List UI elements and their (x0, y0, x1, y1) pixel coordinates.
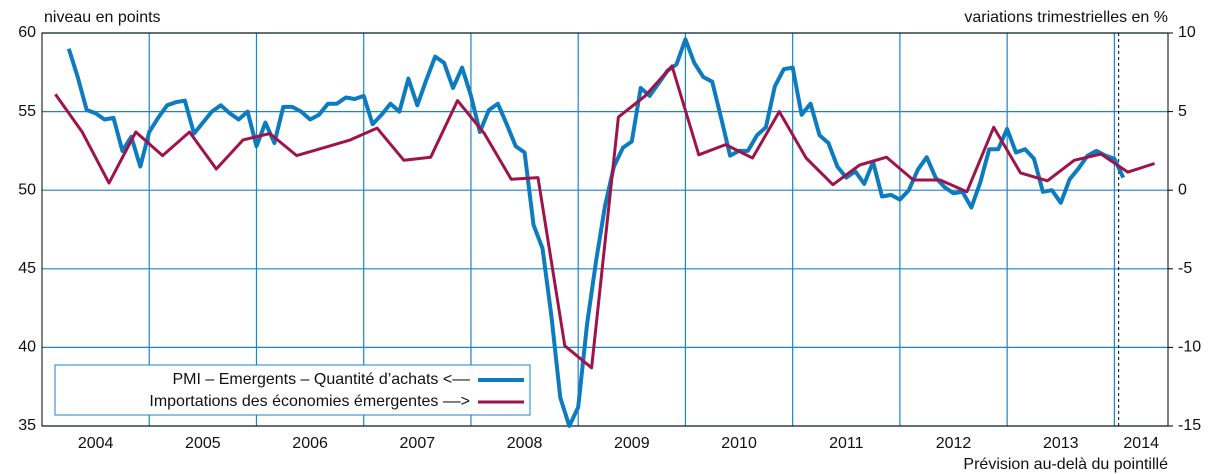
y2-tick-label: 10 (1178, 24, 1196, 41)
legend-label: PMI – Emergents – Quantité d’achats <–– (173, 371, 471, 388)
y2-tick-label: -15 (1178, 417, 1201, 434)
x-tick-label: 2014 (1123, 435, 1159, 452)
x-tick-label: 2011 (829, 435, 864, 452)
x-tick-label: 2005 (185, 435, 221, 452)
y-tick-label: 35 (18, 417, 36, 434)
legend-box (54, 364, 531, 416)
annotation: Prévision au-delà du pointillé (963, 456, 1168, 473)
legend-label: Importations des économies émergentes ––… (149, 393, 470, 410)
y-tick-label: 55 (18, 103, 36, 120)
x-tick-label: 2004 (78, 435, 114, 452)
x-tick-label: 2009 (614, 435, 650, 452)
plot-frame (41, 32, 1169, 427)
y-tick-label: 40 (18, 339, 36, 356)
x-tick-label: 2012 (936, 435, 972, 452)
y-axis-label: niveau en points (44, 9, 161, 26)
y-tick-label: 50 (18, 181, 36, 198)
x-tick-label: 2007 (400, 435, 436, 452)
x-tick-label: 2006 (292, 435, 328, 452)
x-tick-label: 2008 (507, 435, 543, 452)
y2-axis-label: variations trimestrielles en % (964, 9, 1168, 26)
y-tick-label: 45 (18, 260, 36, 277)
y2-tick-label: 5 (1178, 103, 1187, 120)
y2-tick-label: 0 (1178, 181, 1187, 198)
series-line (54, 64, 1156, 370)
x-tick-label: 2010 (721, 435, 757, 452)
y2-tick-label: -10 (1178, 339, 1201, 356)
y2-tick-label: -5 (1178, 260, 1192, 277)
y-tick-label: 60 (18, 24, 36, 41)
x-tick-label: 2013 (1043, 435, 1079, 452)
series-line (66, 37, 1126, 428)
